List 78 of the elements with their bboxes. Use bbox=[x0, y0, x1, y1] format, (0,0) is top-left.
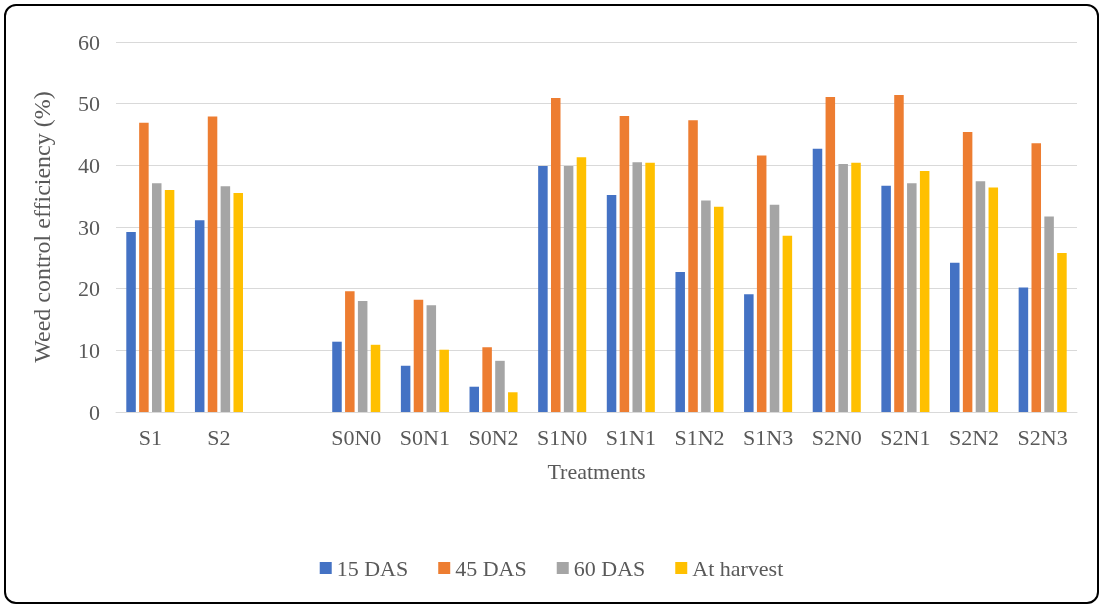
bar bbox=[551, 98, 561, 412]
bar bbox=[675, 272, 685, 412]
bar bbox=[233, 193, 243, 412]
bar bbox=[988, 187, 999, 412]
bar bbox=[469, 386, 480, 412]
y-tick-label: 50 bbox=[78, 91, 100, 117]
bar bbox=[439, 349, 449, 412]
bar bbox=[907, 183, 917, 412]
x-tick-label: S1N3 bbox=[743, 424, 794, 450]
y-axis-title: Weed control efficiency (%) bbox=[29, 91, 55, 363]
bar bbox=[1057, 252, 1067, 412]
x-tick-label: S0N0 bbox=[331, 424, 382, 450]
x-tick-label: S2N1 bbox=[880, 424, 931, 450]
bar bbox=[357, 301, 368, 412]
bar bbox=[851, 162, 861, 412]
bar bbox=[756, 155, 767, 412]
bar bbox=[332, 341, 342, 412]
legend-label: At harvest bbox=[692, 555, 784, 581]
bar bbox=[508, 392, 518, 412]
x-tick-label: S2 bbox=[207, 424, 231, 450]
x-tick-label: S0N2 bbox=[468, 424, 519, 450]
bar bbox=[126, 231, 136, 412]
bar bbox=[563, 165, 574, 412]
bar bbox=[632, 162, 642, 412]
bar bbox=[975, 181, 986, 412]
x-tick-label: S0N1 bbox=[399, 424, 450, 450]
bar bbox=[194, 220, 205, 412]
x-tick-label: S1N1 bbox=[605, 424, 656, 450]
bar bbox=[220, 186, 231, 412]
bar bbox=[881, 185, 891, 412]
bar bbox=[606, 194, 617, 412]
bar bbox=[645, 162, 655, 412]
y-tick-label: 30 bbox=[78, 214, 100, 240]
x-axis-title: Treatments bbox=[547, 458, 646, 484]
x-tick-label: S2N0 bbox=[811, 424, 862, 450]
bar bbox=[919, 170, 930, 412]
bar bbox=[164, 190, 175, 412]
legend-label: 15 DAS bbox=[336, 555, 409, 581]
bar bbox=[400, 365, 411, 412]
bar bbox=[950, 262, 960, 412]
y-tick-label: 20 bbox=[78, 276, 100, 302]
legend-label: 45 DAS bbox=[455, 555, 527, 581]
bar bbox=[207, 116, 218, 412]
bar bbox=[576, 157, 587, 412]
bar bbox=[482, 347, 492, 412]
bar bbox=[701, 200, 711, 412]
y-tick-label: 40 bbox=[78, 152, 100, 178]
bar bbox=[838, 164, 848, 412]
bar bbox=[370, 344, 381, 412]
bar bbox=[538, 165, 548, 412]
y-tick-label: 60 bbox=[78, 29, 100, 55]
bar bbox=[812, 148, 823, 412]
bar bbox=[413, 299, 424, 412]
x-tick-label: S2N3 bbox=[1017, 424, 1068, 450]
y-tick-label: 0 bbox=[89, 399, 100, 425]
bar bbox=[495, 360, 505, 412]
bar bbox=[782, 235, 793, 412]
bar bbox=[962, 132, 973, 412]
bar bbox=[688, 120, 698, 412]
bar bbox=[713, 206, 724, 412]
x-tick-label: S2N2 bbox=[948, 424, 1000, 450]
x-tick-label: S1N0 bbox=[537, 424, 588, 450]
y-tick-label: 10 bbox=[78, 337, 100, 363]
bar bbox=[1031, 143, 1042, 412]
bar bbox=[619, 116, 630, 412]
bar bbox=[151, 183, 162, 412]
x-tick-label: S1 bbox=[138, 424, 162, 450]
bar bbox=[1044, 216, 1054, 412]
x-tick-label: S1N2 bbox=[674, 424, 725, 450]
bar bbox=[426, 305, 437, 412]
bar bbox=[139, 122, 149, 412]
bar bbox=[825, 96, 836, 412]
bar bbox=[769, 204, 780, 412]
bar bbox=[744, 294, 754, 412]
bar bbox=[345, 291, 355, 412]
bar bbox=[894, 95, 904, 412]
legend-label: 60 DAS bbox=[573, 555, 646, 581]
bar bbox=[1018, 287, 1029, 412]
